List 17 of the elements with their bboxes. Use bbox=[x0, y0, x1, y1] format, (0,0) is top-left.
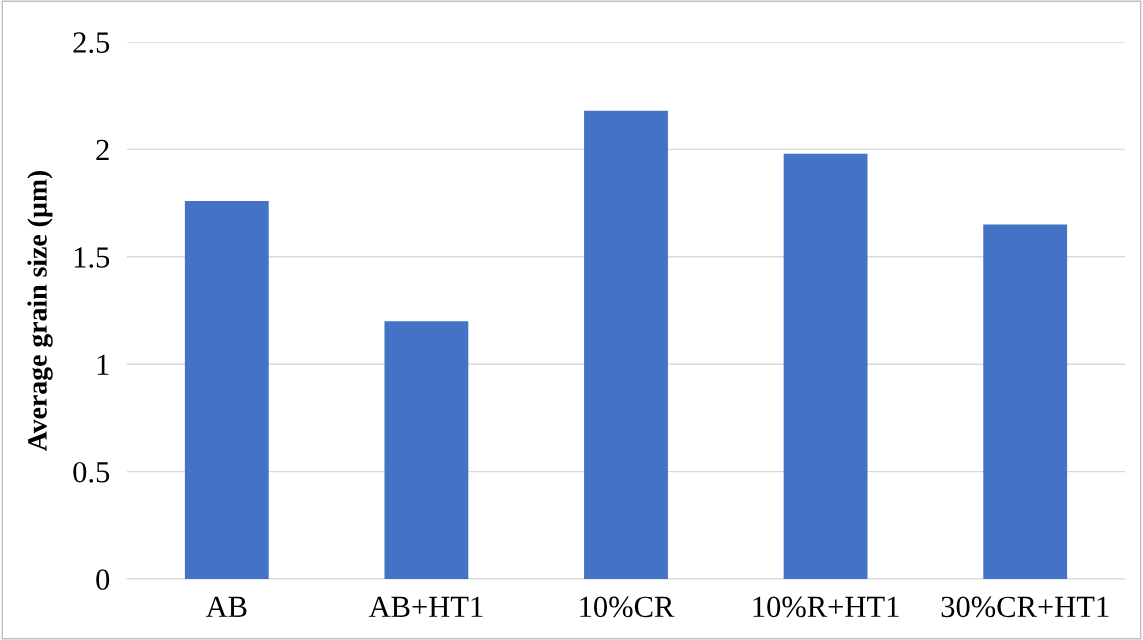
x-tick-label: 10%R+HT1 bbox=[753, 596, 899, 618]
y-axis-title: Average grain size (µm) bbox=[27, 170, 53, 452]
y-tick-label: 1.5 bbox=[74, 247, 110, 268]
y-tick-label: 2 bbox=[96, 139, 109, 160]
y-tick-label: 0 bbox=[96, 569, 110, 590]
x-tick-label: AB bbox=[205, 596, 247, 617]
bar bbox=[783, 153, 868, 579]
bar bbox=[184, 200, 269, 579]
y-tick-label: 2.5 bbox=[73, 32, 110, 54]
x-tick-label: 10%CR bbox=[580, 596, 675, 618]
bar bbox=[584, 110, 668, 579]
bar bbox=[983, 224, 1068, 579]
y-tick-label: 0.5 bbox=[73, 461, 110, 483]
x-tick-label: AB+HT1 bbox=[368, 596, 483, 617]
y-tick-label: 1 bbox=[97, 354, 109, 375]
bar bbox=[384, 321, 469, 579]
x-tick-label: 30%CR+HT1 bbox=[941, 596, 1109, 618]
